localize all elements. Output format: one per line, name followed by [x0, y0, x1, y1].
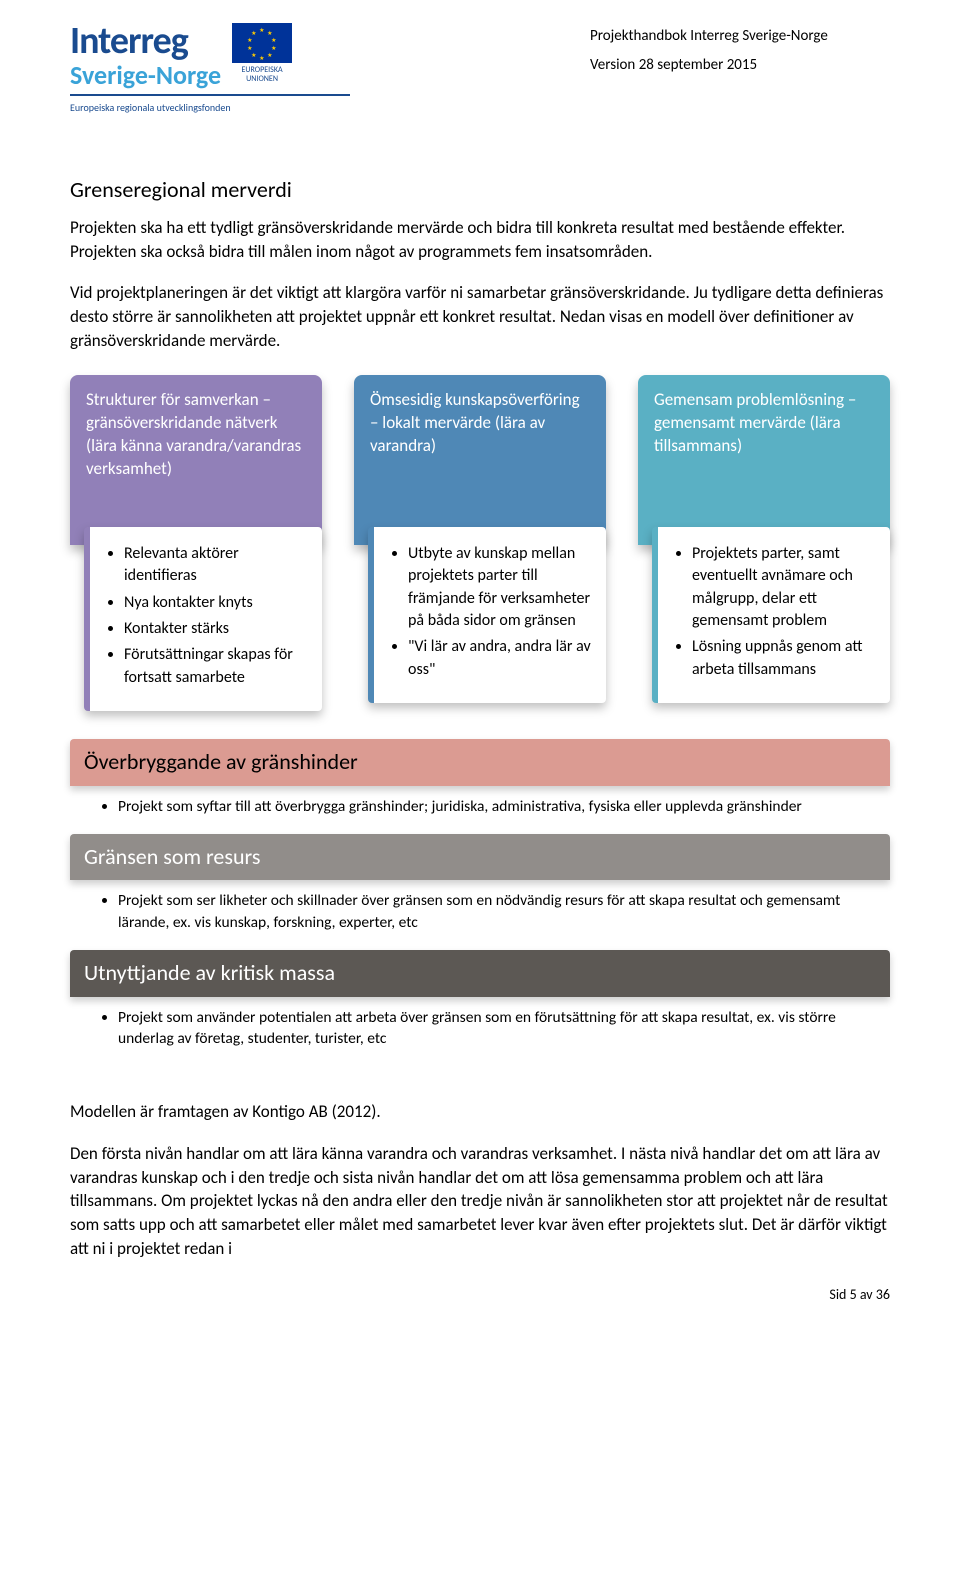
- footer-text: Modellen är framtagen av Kontigo AB (201…: [70, 1100, 890, 1261]
- column-1: Strukturer för samverkan – gränsöverskri…: [70, 375, 322, 711]
- section-title: Grenseregional merverdi: [70, 175, 890, 206]
- footer-para-1: Modellen är framtagen av Kontigo AB (201…: [70, 1100, 890, 1124]
- page-number: Sid 5 av 36: [70, 1285, 890, 1305]
- interreg-logo: Interreg Sverige-Norge: [70, 22, 221, 88]
- logo-row: Interreg Sverige-Norge ★ ★ ★ ★ ★ ★ ★: [70, 22, 350, 88]
- paragraph-1: Projekten ska ha ett tydligt gränsöversk…: [70, 216, 890, 264]
- column-1-header: Strukturer för samverkan – gränsöverskri…: [70, 375, 322, 545]
- list-item: Relevanta aktörer identifieras: [124, 543, 310, 588]
- logo-word: Interreg: [70, 22, 221, 60]
- logo-divider: [70, 94, 350, 96]
- page-container: Interreg Sverige-Norge ★ ★ ★ ★ ★ ★ ★: [0, 0, 960, 1334]
- band-1-text: Projekt som syftar till att överbrygga g…: [118, 796, 874, 818]
- column-1-list: Relevanta aktörer identifieras Nya konta…: [104, 543, 310, 689]
- column-2: Ömsesidig kunskapsöverföring – lokalt me…: [354, 375, 606, 703]
- list-item: Lösning uppnås genom att arbeta tillsamm…: [692, 636, 878, 681]
- band-2-body: Projekt som ser likheter och skillnader …: [70, 880, 890, 949]
- doc-version: Version 28 september 2015: [590, 55, 890, 76]
- column-3-body: Projektets parter, samt eventuellt avnäm…: [652, 527, 890, 703]
- band-3-text: Projekt som använder potentialen att arb…: [118, 1007, 874, 1050]
- eu-label-line2: UNIONEN: [246, 74, 278, 84]
- logo-subtitle: Sverige-Norge: [70, 62, 221, 88]
- paragraph-2: Vid projektplaneringen är det viktigt at…: [70, 281, 890, 352]
- band-2-text: Projekt som ser likheter och skillnader …: [118, 890, 874, 933]
- list-item: Utbyte av kunskap mellan projektets part…: [408, 543, 594, 633]
- list-item: "Vi lär av andra, andra lär av oss": [408, 636, 594, 681]
- column-2-list: Utbyte av kunskap mellan projektets part…: [388, 543, 594, 681]
- column-3: Gemensam problemlösning – gemensamt merv…: [638, 375, 890, 703]
- eu-flag-icon: ★ ★ ★ ★ ★ ★ ★ ★ ★ ★: [231, 22, 293, 64]
- column-2-body: Utbyte av kunskap mellan projektets part…: [368, 527, 606, 703]
- column-1-body: Relevanta aktörer identifieras Nya konta…: [84, 527, 322, 711]
- band-2-title: Gränsen som resurs: [70, 834, 890, 881]
- list-item: Kontakter stärks: [124, 618, 310, 640]
- page-header: Interreg Sverige-Norge ★ ★ ★ ★ ★ ★ ★: [70, 22, 890, 115]
- column-3-header: Gemensam problemlösning – gemensamt merv…: [638, 375, 890, 545]
- footer-para-2: Den första nivån handlar om att lära kän…: [70, 1142, 890, 1261]
- band-3-body: Projekt som använder potentialen att arb…: [70, 997, 890, 1066]
- list-item: Förutsättningar skapas för fortsatt sama…: [124, 644, 310, 689]
- eu-label: EUROPEISKA UNIONEN: [242, 66, 283, 84]
- list-item: Projektets parter, samt eventuellt avnäm…: [692, 543, 878, 633]
- logo-block: Interreg Sverige-Norge ★ ★ ★ ★ ★ ★ ★: [70, 22, 350, 115]
- band-3-title: Utnyttjande av kritisk massa: [70, 950, 890, 997]
- list-item: Nya kontakter knyts: [124, 592, 310, 614]
- eu-flag-block: ★ ★ ★ ★ ★ ★ ★ ★ ★ ★ EUROPEI: [231, 22, 293, 84]
- doc-title: Projekthandbok Interreg Sverige-Norge: [590, 26, 890, 47]
- column-3-list: Projektets parter, samt eventuellt avnäm…: [672, 543, 878, 681]
- header-meta: Projekthandbok Interreg Sverige-Norge Ve…: [590, 22, 890, 76]
- fund-line: Europeiska regionala utvecklingsfonden: [70, 101, 350, 115]
- band-1-body: Projekt som syftar till att överbrygga g…: [70, 786, 890, 834]
- band-section: Överbryggande av gränshinder Projekt som…: [70, 739, 890, 1066]
- column-2-header: Ömsesidig kunskapsöverföring – lokalt me…: [354, 375, 606, 545]
- columns-diagram: Strukturer för samverkan – gränsöverskri…: [70, 375, 890, 711]
- band-1-title: Överbryggande av gränshinder: [70, 739, 890, 786]
